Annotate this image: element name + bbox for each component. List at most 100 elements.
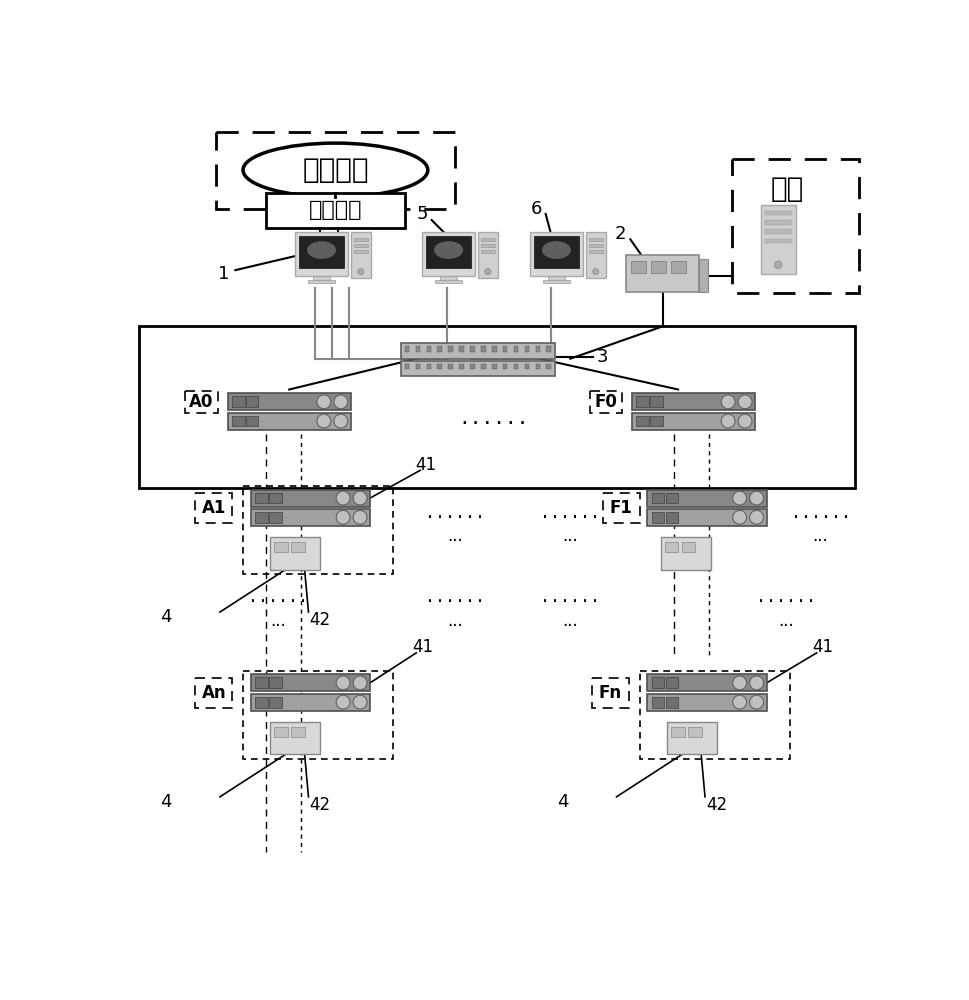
- Polygon shape: [646, 490, 766, 507]
- Polygon shape: [650, 261, 666, 273]
- Polygon shape: [547, 276, 564, 280]
- Text: 4: 4: [160, 608, 172, 626]
- Text: 6: 6: [530, 200, 542, 218]
- Bar: [502, 346, 507, 352]
- Polygon shape: [425, 235, 471, 268]
- Text: F0: F0: [594, 393, 616, 411]
- Bar: [415, 364, 420, 369]
- Circle shape: [732, 510, 746, 524]
- Text: 3: 3: [596, 348, 608, 366]
- Polygon shape: [250, 674, 370, 691]
- Bar: [481, 364, 485, 369]
- Text: ......: ......: [755, 588, 815, 606]
- Polygon shape: [354, 250, 367, 253]
- Text: An: An: [202, 684, 226, 702]
- Bar: [458, 346, 463, 352]
- Polygon shape: [671, 261, 685, 273]
- Circle shape: [336, 695, 350, 709]
- Circle shape: [749, 491, 763, 505]
- Polygon shape: [269, 697, 281, 708]
- Polygon shape: [232, 396, 244, 407]
- Circle shape: [317, 414, 330, 428]
- Polygon shape: [255, 677, 267, 688]
- Circle shape: [353, 510, 366, 524]
- Bar: [491, 364, 496, 369]
- Ellipse shape: [434, 241, 462, 259]
- Bar: [404, 346, 409, 352]
- Polygon shape: [760, 205, 795, 274]
- Polygon shape: [308, 280, 334, 283]
- Bar: [404, 364, 409, 369]
- Text: ...: ...: [447, 527, 462, 545]
- Bar: [514, 346, 517, 352]
- Bar: [448, 346, 453, 352]
- Text: ...: ...: [812, 527, 828, 545]
- Bar: [458, 364, 463, 369]
- Text: F1: F1: [610, 499, 632, 517]
- Polygon shape: [291, 727, 304, 737]
- Ellipse shape: [542, 241, 571, 259]
- Text: 5: 5: [417, 205, 427, 223]
- Text: ......: ......: [790, 504, 850, 522]
- Polygon shape: [699, 259, 707, 292]
- Polygon shape: [665, 512, 677, 523]
- Circle shape: [749, 695, 763, 709]
- Circle shape: [737, 395, 751, 409]
- Bar: [535, 364, 540, 369]
- Text: 41: 41: [412, 638, 432, 656]
- Polygon shape: [291, 542, 304, 552]
- Polygon shape: [139, 326, 855, 488]
- Polygon shape: [255, 512, 267, 523]
- Circle shape: [592, 269, 598, 275]
- Bar: [426, 364, 430, 369]
- Polygon shape: [530, 232, 582, 276]
- Text: 1: 1: [218, 265, 230, 283]
- Polygon shape: [646, 509, 766, 526]
- Bar: [448, 364, 453, 369]
- Polygon shape: [649, 416, 662, 426]
- Polygon shape: [667, 722, 716, 754]
- Circle shape: [333, 414, 347, 428]
- Polygon shape: [681, 542, 695, 552]
- Text: 42: 42: [309, 796, 330, 814]
- Bar: [546, 346, 550, 352]
- Polygon shape: [440, 276, 456, 280]
- Polygon shape: [481, 244, 494, 247]
- Polygon shape: [228, 393, 351, 410]
- Text: ......: ......: [424, 504, 484, 522]
- Polygon shape: [478, 232, 497, 278]
- Circle shape: [353, 695, 366, 709]
- Ellipse shape: [307, 241, 335, 259]
- Circle shape: [773, 261, 781, 269]
- Bar: [470, 346, 474, 352]
- Polygon shape: [246, 416, 258, 426]
- Text: 4: 4: [556, 793, 568, 811]
- Text: ......: ......: [247, 588, 307, 606]
- Polygon shape: [646, 674, 766, 691]
- Polygon shape: [274, 542, 288, 552]
- Polygon shape: [250, 490, 370, 507]
- Polygon shape: [631, 413, 754, 430]
- Bar: [546, 364, 550, 369]
- Polygon shape: [400, 343, 554, 359]
- Polygon shape: [269, 677, 281, 688]
- Polygon shape: [543, 280, 570, 283]
- Polygon shape: [255, 697, 267, 708]
- Polygon shape: [651, 493, 664, 503]
- Text: Fn: Fn: [598, 684, 621, 702]
- Polygon shape: [269, 493, 281, 503]
- Circle shape: [749, 510, 763, 524]
- Bar: [470, 364, 474, 369]
- Text: A1: A1: [202, 499, 226, 517]
- Polygon shape: [266, 193, 404, 228]
- Polygon shape: [665, 493, 677, 503]
- Circle shape: [358, 269, 363, 275]
- Polygon shape: [269, 512, 281, 523]
- Text: 41: 41: [416, 456, 436, 474]
- Bar: [502, 364, 507, 369]
- Text: ......: ......: [540, 588, 600, 606]
- Polygon shape: [400, 361, 554, 376]
- Polygon shape: [246, 396, 258, 407]
- Circle shape: [732, 695, 746, 709]
- Polygon shape: [764, 239, 791, 243]
